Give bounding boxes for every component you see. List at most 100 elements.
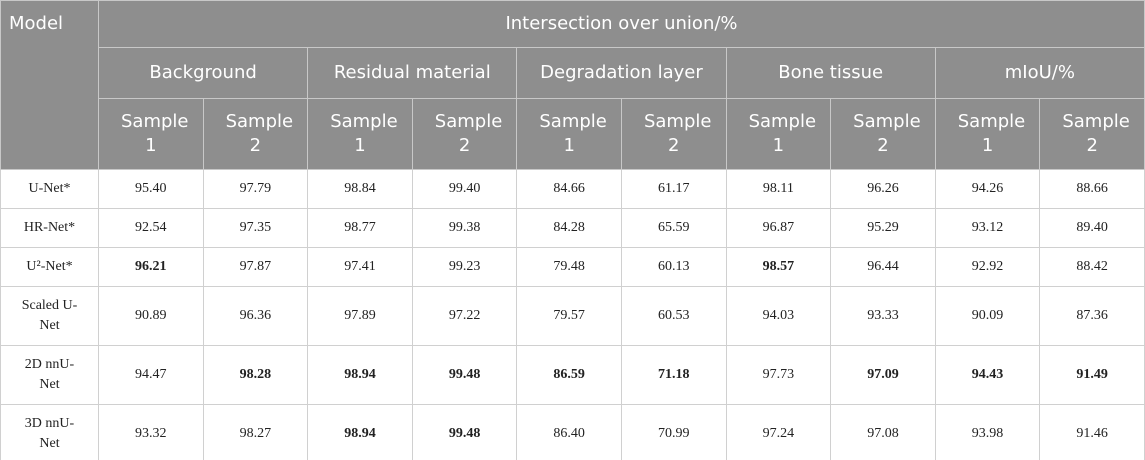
sample-header: Sample 2 (830, 98, 936, 170)
cell: 97.24 (725, 404, 832, 460)
cell: 61.17 (620, 169, 727, 209)
table-row: Scaled U-Net 90.89 96.36 97.89 97.22 79.57 60.… (0, 286, 1145, 346)
cell-value: 86.59 (553, 367, 585, 382)
cell: 98.28 (202, 345, 309, 405)
cell: 99.48 (411, 345, 518, 405)
cell: 60.13 (620, 247, 727, 287)
sample-header: Sample 1 (307, 98, 413, 170)
sample-header: Sample 1 (98, 98, 204, 170)
cell: 97.87 (202, 247, 309, 287)
cell: 99.48 (411, 404, 518, 460)
group-header: Intersection over union/% (98, 0, 1145, 48)
cell: 98.94 (307, 345, 413, 405)
cell: 92.54 (98, 208, 204, 248)
cell: 89.40 (1039, 208, 1145, 248)
table-row: 2D nnU-Net 94.47 98.28 98.94 99.48 86.59 71.18… (0, 345, 1145, 405)
class-header: mIoU/% (934, 47, 1145, 99)
cell: 88.42 (1039, 247, 1145, 287)
cell: 91.49 (1039, 345, 1145, 405)
cell-value: 98.57 (762, 259, 795, 274)
cell: 97.09 (830, 345, 936, 405)
cell-value: 96.21 (135, 259, 167, 274)
model-header: Model (0, 0, 99, 170)
cell: 65.59 (620, 208, 727, 248)
cell: 87.36 (1039, 286, 1145, 346)
cell: 94.26 (934, 169, 1041, 209)
cell: 99.40 (411, 169, 518, 209)
cell: 93.33 (830, 286, 936, 346)
cell: 96.26 (830, 169, 936, 209)
cell: 99.23 (411, 247, 518, 287)
cell: 97.79 (202, 169, 309, 209)
cell: 94.03 (725, 286, 832, 346)
cell: 96.87 (725, 208, 832, 248)
cell: 96.36 (202, 286, 309, 346)
cell: 98.94 (307, 404, 413, 460)
cell: 97.41 (307, 247, 413, 287)
cell: 71.18 (620, 345, 727, 405)
cell-value: 98.94 (344, 426, 376, 441)
cell: 98.27 (202, 404, 309, 460)
cell: 94.43 (934, 345, 1041, 405)
cell: 93.32 (98, 404, 204, 460)
cell: 95.29 (830, 208, 936, 248)
cell-value: 94.43 (971, 367, 1004, 382)
sample-header: Sample 2 (411, 98, 518, 170)
cell: 95.40 (98, 169, 204, 209)
model-name: Scaled U-Net (0, 286, 99, 346)
model-name: 3D nnU-Net (0, 404, 99, 460)
cell: 86.40 (516, 404, 622, 460)
cell: 97.08 (830, 404, 936, 460)
cell-value: 71.18 (658, 367, 690, 382)
model-name: U-Net* (0, 169, 99, 209)
cell: 98.84 (307, 169, 413, 209)
cell: 92.92 (934, 247, 1041, 287)
cell: 84.28 (516, 208, 622, 248)
cell: 91.46 (1039, 404, 1145, 460)
sample-header: Sample 1 (725, 98, 832, 170)
cell: 99.38 (411, 208, 518, 248)
cell-value: 98.28 (239, 367, 272, 382)
cell-value: 91.49 (1076, 367, 1108, 382)
cell: 86.59 (516, 345, 622, 405)
cell: 98.77 (307, 208, 413, 248)
cell: 98.57 (725, 247, 832, 287)
sample-header: Sample 2 (202, 98, 309, 170)
cell-value: 97.09 (867, 367, 899, 382)
table-row: U-Net* 95.40 97.79 98.84 99.40 84.66 61.17 98.1… (0, 169, 1145, 209)
cell: 97.35 (202, 208, 309, 248)
cell: 90.89 (98, 286, 204, 346)
cell: 93.98 (934, 404, 1041, 460)
model-name: HR-Net* (0, 208, 99, 248)
sample-header: Sample 1 (516, 98, 622, 170)
cell: 97.89 (307, 286, 413, 346)
cell: 88.66 (1039, 169, 1145, 209)
cell-value: 98.94 (344, 367, 376, 382)
cell: 90.09 (934, 286, 1041, 346)
cell: 79.57 (516, 286, 622, 346)
sample-header: Sample 1 (934, 98, 1041, 170)
cell: 70.99 (620, 404, 727, 460)
cell: 96.44 (830, 247, 936, 287)
cell-value: 99.48 (448, 367, 481, 382)
cell: 97.73 (725, 345, 832, 405)
cell: 97.22 (411, 286, 518, 346)
table-row: 3D nnU-Net 93.32 98.27 98.94 99.48 86.40 70.99… (0, 404, 1145, 460)
cell: 60.53 (620, 286, 727, 346)
cell: 84.66 (516, 169, 622, 209)
cell-value: 99.48 (448, 426, 481, 441)
sample-header: Sample 2 (620, 98, 727, 170)
cell: 93.12 (934, 208, 1041, 248)
cell: 98.11 (725, 169, 832, 209)
class-header: Degradation layer (516, 47, 727, 99)
table-row: U²-Net* 96.21 97.87 97.41 99.23 79.48 60.13 98.… (0, 247, 1145, 287)
cell: 79.48 (516, 247, 622, 287)
model-name: U²-Net* (0, 247, 99, 287)
sample-header: Sample 2 (1039, 98, 1145, 170)
class-header: Background (97, 47, 309, 99)
class-header: Residual material (307, 47, 518, 99)
model-name: 2D nnU-Net (0, 345, 99, 405)
class-header: Bone tissue (725, 47, 936, 99)
